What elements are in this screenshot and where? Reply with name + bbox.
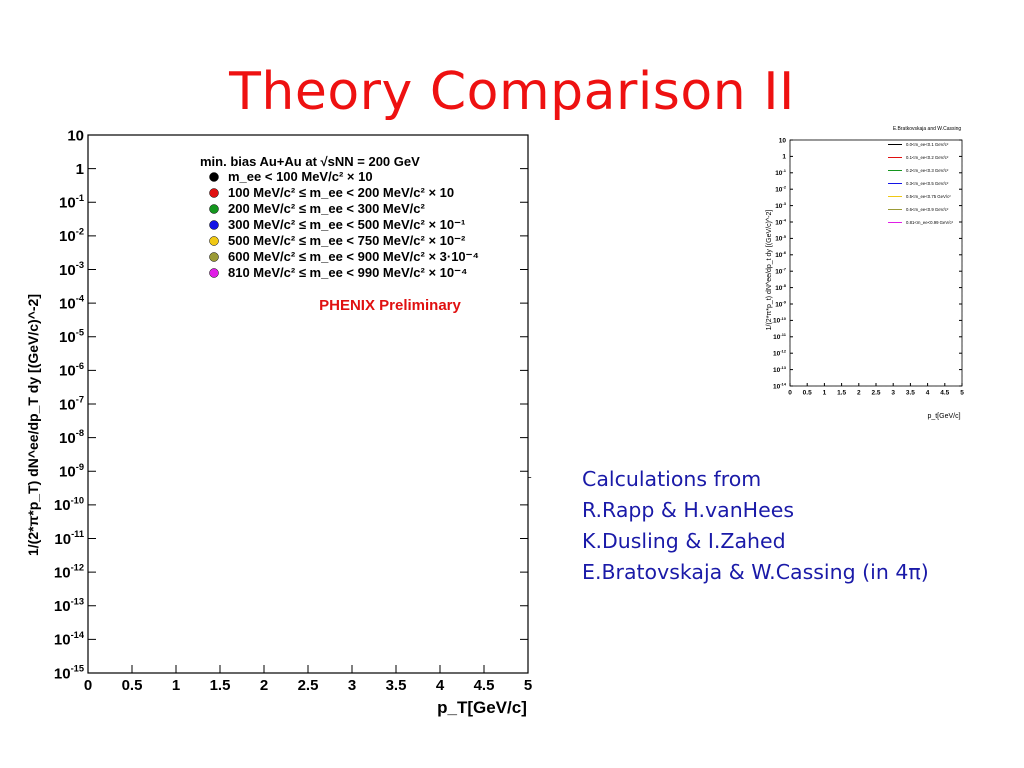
y-tick-label: 10-8 (775, 283, 787, 292)
legend-marker (209, 188, 219, 198)
inset-legend-entry: 0.0<m_ee<0.1 GeV/c² (906, 142, 949, 147)
y-tick-label: 10-3 (59, 260, 84, 279)
inset-title: E.Bratkovskaja and W.Cassing (893, 126, 962, 132)
main-frame (87, 134, 529, 674)
slide-title: Theory Comparison II (229, 62, 795, 122)
inset-legend-entry: 0.3<m_ee<0.5 GeV/c² (906, 181, 949, 186)
x-tick-label: 4 (436, 677, 445, 694)
credits-line: E.Bratovskaja & W.Cassing (in 4π) (582, 560, 929, 584)
y-tick-label: 1 (76, 161, 84, 178)
x-tick-label: 3 (891, 390, 895, 397)
legend-marker (209, 236, 219, 246)
legend-entry: 300 MeV/c² ≤ m_ee < 500 MeV/c² × 10⁻¹ (228, 217, 465, 232)
inset-frame (789, 139, 963, 387)
x-tick-label: 4 (926, 390, 930, 397)
credits-line: K.Dusling & I.Zahed (582, 529, 786, 553)
theory-credits: Calculations from R.Rapp & H.vanHees K.D… (582, 464, 929, 588)
inset-plot: E.Bratkovskaja and W.Cassing 10110-110-2… (766, 126, 964, 420)
main-plot: 10110-110-210-310-410-510-610-710-810-91… (25, 127, 532, 717)
x-tick-label: 5 (960, 390, 964, 397)
y-tick-label: 10-9 (775, 299, 787, 308)
legend-entry: 500 MeV/c² ≤ m_ee < 750 MeV/c² × 10⁻² (228, 233, 466, 248)
credits-line: Calculations from (582, 467, 762, 491)
y-tick-label: 10-13 (54, 596, 84, 615)
x-tick-label: 3 (348, 677, 356, 694)
y-tick-label: 1 (782, 154, 786, 161)
y-tick-label: 10-6 (59, 361, 84, 380)
x-tick-label: 3.5 (906, 390, 915, 397)
y-tick-label: 10-1 (59, 193, 84, 212)
y-tick-label: 10-9 (59, 462, 84, 481)
y-tick-label: 10-2 (775, 185, 787, 194)
x-tick-label: 0.5 (803, 390, 812, 397)
y-tick-label: 10-12 (54, 563, 84, 582)
y-tick-label: 10-5 (59, 327, 84, 346)
main-y-axis-label: 1/(2*π*p_T) dN^ee/dp_T dy [(GeV/c)^-2] (25, 294, 41, 556)
y-tick-label: 10-4 (775, 217, 787, 226)
y-tick-label: 10-2 (59, 226, 84, 245)
main-x-axis-label: p_T[GeV/c] (437, 698, 527, 717)
x-tick-label: 1 (172, 677, 180, 694)
plot-frame (789, 139, 963, 387)
credits-line: R.Rapp & H.vanHees (582, 498, 795, 522)
y-tick-label: 10-7 (775, 267, 787, 276)
y-tick-label: 10-11 (54, 529, 84, 548)
y-tick-label: 10 (779, 137, 787, 144)
inset-legend-entry: 0.6<m_ee<0.9 GeV/c² (906, 207, 949, 212)
legend-marker (209, 172, 219, 182)
inset-legend: 0.0<m_ee<0.1 GeV/c² 0.1<m_ee<0.2 GeV/c² 0.… (888, 142, 954, 225)
y-tick-label: 10-10 (773, 316, 787, 325)
x-tick-label: 0 (84, 677, 92, 694)
legend-entry: 100 MeV/c² ≤ m_ee < 200 MeV/c² × 10 (228, 185, 454, 200)
y-tick-label: 10-10 (54, 495, 84, 514)
legend-entry: m_ee < 100 MeV/c² × 10 (228, 169, 373, 184)
x-tick-label: 2 (857, 390, 861, 397)
y-tick-label: 10-7 (59, 395, 84, 414)
plot-frame (87, 134, 529, 674)
x-tick-label: 0 (788, 390, 792, 397)
y-tick-label: 10-14 (54, 630, 85, 649)
legend-header: min. bias Au+Au at √sNN = 200 GeV (200, 154, 420, 169)
inset-y-axis-label: 1/(2*π*p_t) dN^ee/dp_t dy [(GeV/c)^-2] (766, 210, 773, 331)
legend-marker (209, 252, 219, 262)
inset-legend-entry: 0.5<m_ee<0.75 GeV/c² (906, 194, 951, 199)
x-tick-label: 2.5 (298, 677, 319, 694)
legend-entry: 600 MeV/c² ≤ m_ee < 900 MeV/c² × 3·10⁻⁴ (228, 249, 479, 264)
x-tick-label: 1 (823, 390, 827, 397)
inset-legend-entry: 0.1<m_ee<0.2 GeV/c² (906, 155, 949, 160)
y-tick-label: 10-11 (773, 332, 787, 341)
legend-entry: 810 MeV/c² ≤ m_ee < 990 MeV/c² × 10⁻⁴ (228, 265, 467, 280)
y-tick-label: 10-3 (775, 201, 787, 210)
x-tick-label: 1.5 (837, 390, 846, 397)
x-tick-label: 2.5 (871, 390, 880, 397)
legend-marker (209, 268, 219, 278)
legend-marker (209, 204, 219, 214)
legend-entry: 200 MeV/c² ≤ m_ee < 300 MeV/c² (228, 201, 425, 216)
legend-marker (209, 220, 219, 230)
y-tick-label: 10-5 (775, 234, 787, 243)
y-tick-label: 10-6 (775, 250, 787, 259)
x-tick-label: 5 (524, 677, 532, 694)
y-tick-label: 10-12 (773, 349, 787, 358)
inset-x-axis-label: p_t[GeV/c] (927, 413, 960, 420)
y-tick-label: 10-15 (54, 664, 84, 683)
y-tick-label: 10-4 (59, 294, 85, 313)
phenix-preliminary-label: PHENIX Preliminary (319, 297, 461, 314)
inset-legend-entry: 0.2<m_ee<0.3 GeV/c² (906, 168, 949, 173)
y-tick-label: 10-14 (773, 381, 787, 390)
inset-legend-entry: 0.81<m_ee<0.99 GeV/c² (906, 220, 954, 225)
x-tick-label: 4.5 (940, 390, 949, 397)
x-tick-label: 4.5 (474, 677, 495, 694)
y-tick-label: 10-13 (773, 365, 787, 374)
y-tick-label: 10-8 (59, 428, 84, 447)
y-tick-label: 10-1 (775, 168, 787, 177)
inset-tick-labels: 10110-110-210-310-410-510-610-710-810-91… (773, 137, 964, 396)
y-tick-label: 10 (67, 127, 84, 144)
x-tick-label: 0.5 (122, 677, 143, 694)
x-tick-label: 1.5 (210, 677, 231, 694)
x-tick-label: 2 (260, 677, 268, 694)
x-tick-label: 3.5 (386, 677, 407, 694)
